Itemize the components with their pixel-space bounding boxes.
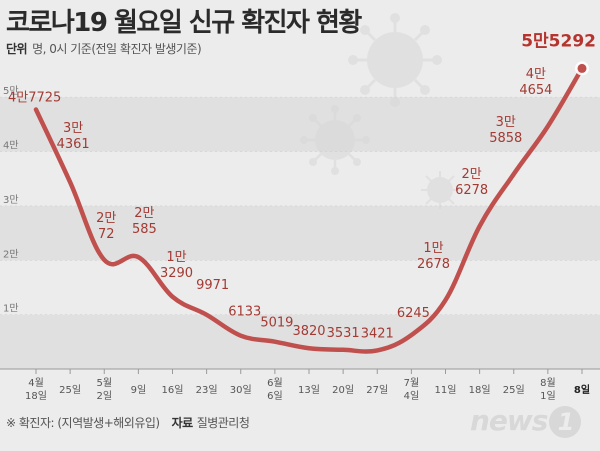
unit-note: 단위 명, 0시 기준(전일 확진자 발생기준)	[6, 40, 202, 57]
y-tick-label: 2만	[3, 248, 19, 260]
x-tick-label: 25일	[59, 384, 81, 396]
data-label: 5019	[260, 316, 293, 331]
data-label: 4만7725	[8, 91, 61, 106]
unit-label: 단위	[6, 42, 28, 56]
y-axis: 1만 2만 3만 4만 5만	[0, 85, 600, 315]
data-label: 3만 5858	[489, 115, 522, 146]
data-label: 1만 2678	[417, 241, 450, 272]
data-label: 4만 4654	[519, 67, 552, 98]
x-tick-label: 13일	[298, 384, 320, 396]
data-label: 2만 6278	[455, 167, 488, 198]
grid-bands	[0, 97, 600, 370]
data-label: 6133	[228, 305, 261, 320]
x-tick-label: 25일	[503, 384, 525, 396]
x-tick-label: 8일	[574, 383, 590, 396]
data-points	[575, 61, 589, 76]
x-tick-label: 27일	[366, 384, 388, 396]
grid-band	[0, 97, 600, 152]
data-label: 2만 585	[132, 206, 157, 237]
data-label: 1만 3290	[160, 250, 193, 281]
x-tick-label: 16일	[162, 384, 184, 396]
x-tick-label: 5월 2일	[96, 377, 112, 402]
y-tick-label: 5만	[3, 85, 19, 97]
page-title: 코로나19 월요일 신규 확진자 현황	[6, 8, 362, 38]
x-tick-label: 4월 18일	[25, 377, 47, 402]
grid-band	[0, 314, 600, 369]
data-label: 5만5292	[521, 31, 596, 51]
data-label: 3만 4361	[57, 121, 90, 152]
y-tick-label: 3만	[3, 194, 19, 206]
series-line	[33, 66, 585, 354]
news1-logo: news 1	[470, 404, 582, 438]
x-tick-label: 6월 6일	[267, 377, 283, 402]
x-tick-label: 7월 4일	[404, 377, 420, 402]
data-label: 3531	[327, 326, 360, 341]
logo-mark: 1	[549, 406, 582, 438]
data-label: 3820	[292, 324, 325, 339]
data-label: 3421	[361, 326, 394, 341]
x-tick-label: 18일	[469, 384, 491, 396]
data-label: 6245	[397, 306, 430, 321]
data-label: 2만 72	[96, 211, 116, 242]
logo-text: news	[470, 404, 548, 437]
x-axis: 4월 18일 25일 5월 2일 9일 16일 23일 30일 6월 6일 13일 20일 27일 7월 4일…	[25, 369, 590, 402]
data-label: 9971	[196, 278, 229, 293]
footer: ※ 확진자: (지역발생+해외유입) 자료 질병관리청	[6, 414, 250, 431]
y-tick-label: 1만	[3, 303, 19, 315]
x-tick-label: 8월 1일	[540, 377, 556, 402]
unit-text: 명, 0시 기준(전일 확진자 발생기준)	[32, 42, 202, 56]
footnote: ※ 확진자: (지역발생+해외유입)	[6, 416, 160, 430]
highlight-point	[577, 63, 587, 73]
source-text: 질병관리청	[196, 416, 250, 430]
virus-decoration-icon	[300, 13, 459, 209]
y-tick-label: 4만	[3, 140, 19, 152]
x-tick-label: 23일	[196, 384, 218, 396]
x-tick-label: 9일	[131, 384, 147, 396]
source-label: 자료	[171, 416, 194, 430]
x-tick-label: 11일	[435, 384, 457, 396]
x-tick-label: 30일	[230, 384, 252, 396]
x-tick-label: 20일	[332, 384, 354, 396]
